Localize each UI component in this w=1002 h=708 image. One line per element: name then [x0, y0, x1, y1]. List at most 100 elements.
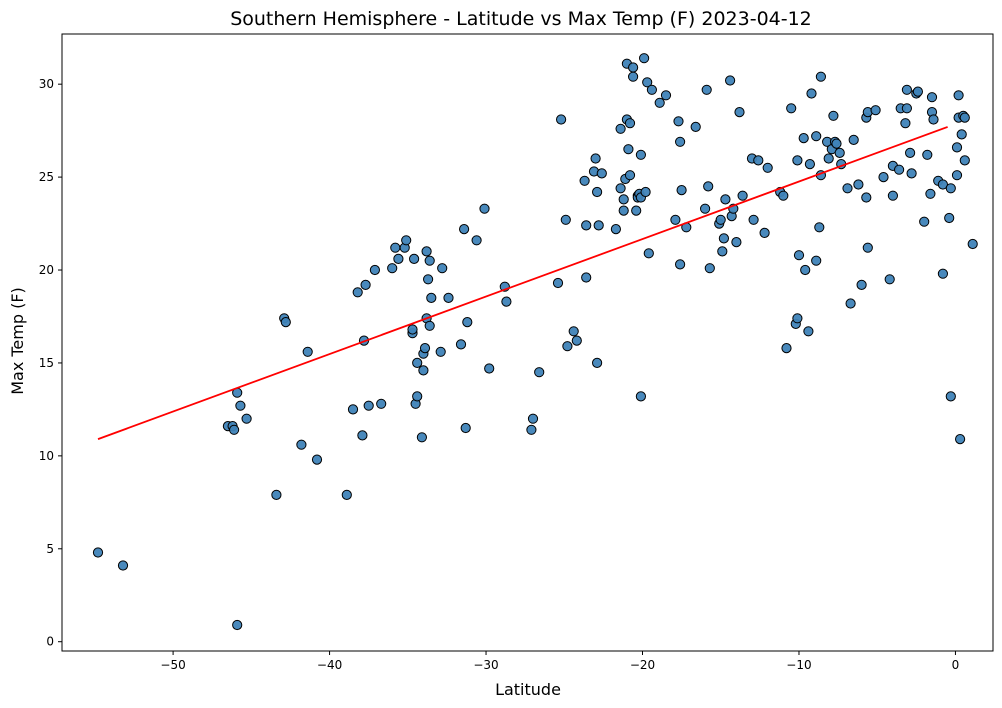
data-point — [615, 183, 626, 194]
data-point — [673, 116, 684, 127]
regression-line-layer — [97, 126, 948, 440]
data-point — [778, 190, 789, 201]
data-point — [815, 71, 827, 82]
data-point — [527, 413, 539, 424]
data-points — [92, 53, 978, 631]
data-point — [363, 400, 374, 411]
data-point — [811, 255, 822, 266]
data-point — [945, 183, 956, 194]
data-point — [731, 237, 742, 248]
data-point — [762, 162, 773, 173]
data-point — [271, 489, 282, 500]
data-point — [296, 439, 307, 450]
data-point — [905, 147, 916, 158]
data-point — [725, 75, 736, 86]
y-tick-label: 30 — [39, 77, 54, 91]
chart-title: Southern Hemisphere - Latitude vs Max Te… — [230, 8, 812, 30]
data-point — [592, 357, 603, 368]
data-point — [618, 194, 629, 205]
data-point — [660, 90, 672, 101]
data-point — [646, 84, 658, 95]
data-point — [562, 341, 573, 352]
x-axis-ticks: −50 −40 −30 −20 −10 0 — [160, 651, 959, 672]
data-point — [748, 214, 759, 225]
data-point — [460, 422, 471, 434]
data-point — [639, 53, 650, 64]
data-point — [870, 105, 881, 116]
data-point — [862, 242, 873, 253]
data-point — [423, 274, 434, 285]
data-point — [235, 400, 246, 411]
data-point — [635, 391, 647, 402]
data-point — [848, 134, 859, 145]
data-point — [560, 214, 571, 225]
data-point — [718, 233, 730, 244]
x-tick-label: −50 — [160, 658, 185, 672]
data-point — [803, 326, 814, 337]
data-point — [628, 62, 639, 73]
data-point — [232, 619, 243, 631]
data-point — [501, 296, 512, 307]
data-point — [654, 97, 665, 108]
data-point — [853, 179, 864, 190]
regression-line — [97, 126, 948, 440]
data-point — [416, 432, 427, 443]
data-point — [792, 313, 803, 324]
data-point — [901, 103, 913, 114]
data-point — [922, 149, 933, 160]
data-point — [624, 118, 636, 129]
data-point — [624, 170, 636, 181]
data-point — [426, 292, 437, 303]
data-point — [631, 205, 642, 216]
data-point — [793, 250, 805, 261]
data-point — [241, 413, 252, 424]
data-point — [861, 192, 872, 203]
data-point — [715, 214, 726, 225]
x-tick-label: −40 — [317, 658, 342, 672]
x-tick-label: −20 — [630, 658, 655, 672]
data-point — [906, 168, 917, 179]
data-point — [814, 222, 825, 233]
data-point — [409, 253, 420, 264]
data-point — [435, 346, 446, 357]
data-point — [628, 71, 639, 82]
data-point — [376, 398, 387, 409]
data-point — [912, 86, 924, 97]
data-point — [937, 268, 949, 279]
data-point — [703, 181, 714, 192]
data-point — [92, 547, 104, 558]
data-point — [845, 298, 856, 309]
data-point — [781, 343, 792, 354]
plot-area-frame — [61, 33, 994, 652]
data-point — [401, 235, 412, 246]
data-point — [737, 190, 748, 201]
y-tick-label: 15 — [39, 356, 54, 370]
y-tick-label: 10 — [39, 449, 54, 463]
data-point — [593, 220, 604, 231]
y-tick-label: 5 — [46, 542, 54, 556]
data-point — [418, 365, 429, 376]
data-point — [926, 92, 938, 103]
data-point — [534, 367, 545, 378]
data-point — [955, 434, 966, 445]
data-point — [792, 155, 803, 166]
data-point — [842, 183, 853, 194]
data-point — [894, 164, 905, 175]
data-point — [800, 264, 811, 276]
data-point — [443, 292, 454, 303]
data-point — [823, 153, 834, 164]
data-point — [717, 246, 728, 257]
data-point — [675, 259, 686, 270]
data-point — [856, 279, 867, 290]
data-point — [901, 84, 913, 95]
data-point — [615, 123, 626, 134]
data-point — [360, 279, 371, 290]
data-point — [700, 203, 711, 214]
data-point — [945, 391, 956, 402]
data-point — [571, 335, 582, 346]
data-point — [424, 255, 435, 266]
data-point — [944, 212, 955, 224]
y-tick-label: 0 — [46, 635, 54, 649]
data-point — [387, 263, 398, 274]
data-point — [357, 430, 368, 441]
